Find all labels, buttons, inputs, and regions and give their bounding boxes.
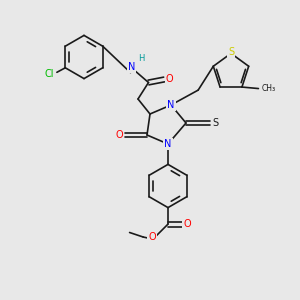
Text: H: H: [138, 54, 145, 63]
Text: S: S: [228, 47, 234, 57]
Text: O: O: [166, 74, 173, 85]
Text: O: O: [115, 130, 123, 140]
Text: N: N: [167, 100, 175, 110]
Text: N: N: [128, 61, 135, 72]
Text: N: N: [164, 139, 172, 149]
Text: S: S: [212, 118, 218, 128]
Text: CH₃: CH₃: [262, 84, 276, 93]
Text: O: O: [183, 219, 191, 229]
Text: Cl: Cl: [44, 69, 53, 80]
Text: O: O: [148, 232, 156, 242]
